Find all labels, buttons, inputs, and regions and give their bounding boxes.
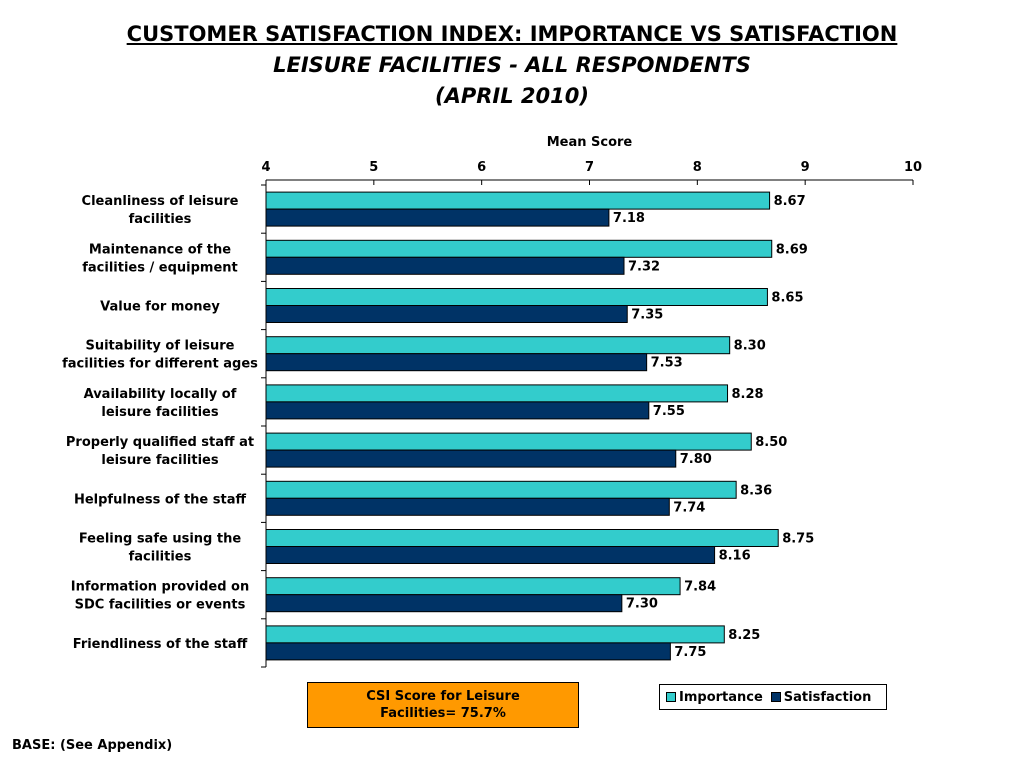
category-label: facilities / equipment (82, 260, 238, 275)
category-label: Helpfulness of the staff (74, 492, 247, 507)
base-note: BASE: (See Appendix) (12, 738, 173, 753)
chart-date: (APRIL 2010) (435, 84, 589, 108)
chart-title: CUSTOMER SATISFACTION INDEX: IMPORTANCE … (126, 22, 898, 46)
importance-bar (265, 480, 737, 499)
importance-bar (265, 336, 731, 355)
x-tick-label: 8 (693, 160, 702, 175)
importance-data-label: 8.28 (732, 387, 764, 402)
satisfaction-data-label: 7.30 (626, 597, 658, 612)
importance-data-label: 8.69 (776, 242, 808, 257)
satisfaction-bar (265, 208, 610, 227)
importance-data-label: 8.30 (734, 339, 766, 354)
csi-score-line1: CSI Score for Leisure (366, 689, 520, 704)
satisfaction-data-label: 7.53 (651, 356, 683, 371)
importance-bar (265, 432, 752, 451)
csi-score-box: CSI Score for Leisure Facilities= 75.7% (307, 682, 579, 728)
chart-legend: Importance Satisfaction (659, 684, 887, 710)
importance-bar (265, 529, 779, 547)
importance-data-label: 7.84 (684, 580, 716, 595)
category-label: Friendliness of the staff (73, 637, 248, 652)
satisfaction-data-label: 7.55 (653, 404, 685, 419)
importance-bar (265, 288, 768, 306)
legend-label-satisfaction: Satisfaction (783, 689, 872, 705)
importance-bar (265, 191, 771, 210)
satisfaction-bar (265, 401, 650, 420)
category-label: facilities (129, 550, 192, 565)
category-label: Properly qualified staff at (66, 435, 254, 450)
category-label: leisure facilities (101, 453, 218, 468)
satisfaction-bar (265, 642, 671, 661)
satisfaction-bar (265, 353, 648, 372)
legend-label-importance: Importance (679, 689, 763, 705)
x-tick-label: 4 (261, 160, 270, 175)
x-tick-label: 5 (369, 160, 378, 175)
x-tick-label: 7 (585, 160, 594, 175)
satisfaction-bar (265, 305, 628, 323)
category-label: facilities for different ages (62, 357, 258, 372)
importance-data-label: 8.50 (755, 435, 787, 450)
satisfaction-data-label: 7.32 (628, 259, 660, 274)
category-label: Cleanliness of leisure (82, 194, 239, 209)
importance-bar (265, 625, 725, 644)
bar-chart: Mean Score 4 5 6 7 8 9 10 Cleanliness of leisure… (62, 135, 922, 668)
legend-item-satisfaction: Satisfaction (770, 689, 872, 705)
satisfaction-bar (265, 449, 677, 468)
satisfaction-bar (265, 546, 716, 564)
category-label: Value for money (100, 300, 220, 315)
satisfaction-data-label: 7.74 (673, 500, 705, 515)
csi-score-line2: Facilities= 75.7% (380, 706, 506, 721)
category-label: Availability locally of (84, 387, 237, 402)
chart-subtitle: LEISURE FACILITIES - ALL RESPONDENTS (273, 53, 751, 77)
importance-data-label: 8.67 (774, 194, 806, 209)
x-tick-label: 6 (477, 160, 486, 175)
satisfaction-bar (265, 256, 625, 275)
satisfaction-bar (265, 594, 623, 613)
satisfaction-bar (265, 497, 670, 516)
importance-bar (265, 239, 773, 258)
category-label: facilities (129, 212, 192, 227)
category-label: leisure facilities (101, 405, 218, 420)
legend-swatch-satisfaction (770, 692, 781, 702)
x-tick-label: 10 (904, 160, 922, 175)
category-label: SDC facilities or events (75, 598, 246, 613)
satisfaction-data-label: 7.75 (674, 645, 706, 660)
category-label: Suitability of leisure (85, 339, 234, 354)
importance-bar (265, 577, 681, 596)
importance-bar (265, 384, 729, 403)
x-tick-label: 9 (801, 160, 810, 175)
category-label: Information provided on (71, 580, 250, 595)
category-label: Maintenance of the (89, 242, 231, 257)
satisfaction-data-label: 8.16 (719, 549, 751, 564)
legend-item-importance: Importance (666, 690, 763, 705)
satisfaction-data-label: 7.18 (613, 211, 645, 226)
importance-data-label: 8.36 (740, 483, 772, 498)
satisfaction-data-label: 7.35 (631, 308, 663, 323)
importance-data-label: 8.65 (771, 291, 803, 306)
legend-swatch-importance (666, 692, 676, 702)
importance-data-label: 8.75 (782, 532, 814, 547)
importance-data-label: 8.25 (728, 628, 760, 643)
x-axis-label: Mean Score (547, 135, 633, 150)
satisfaction-data-label: 7.80 (680, 452, 712, 467)
category-label: Feeling safe using the (79, 532, 241, 547)
